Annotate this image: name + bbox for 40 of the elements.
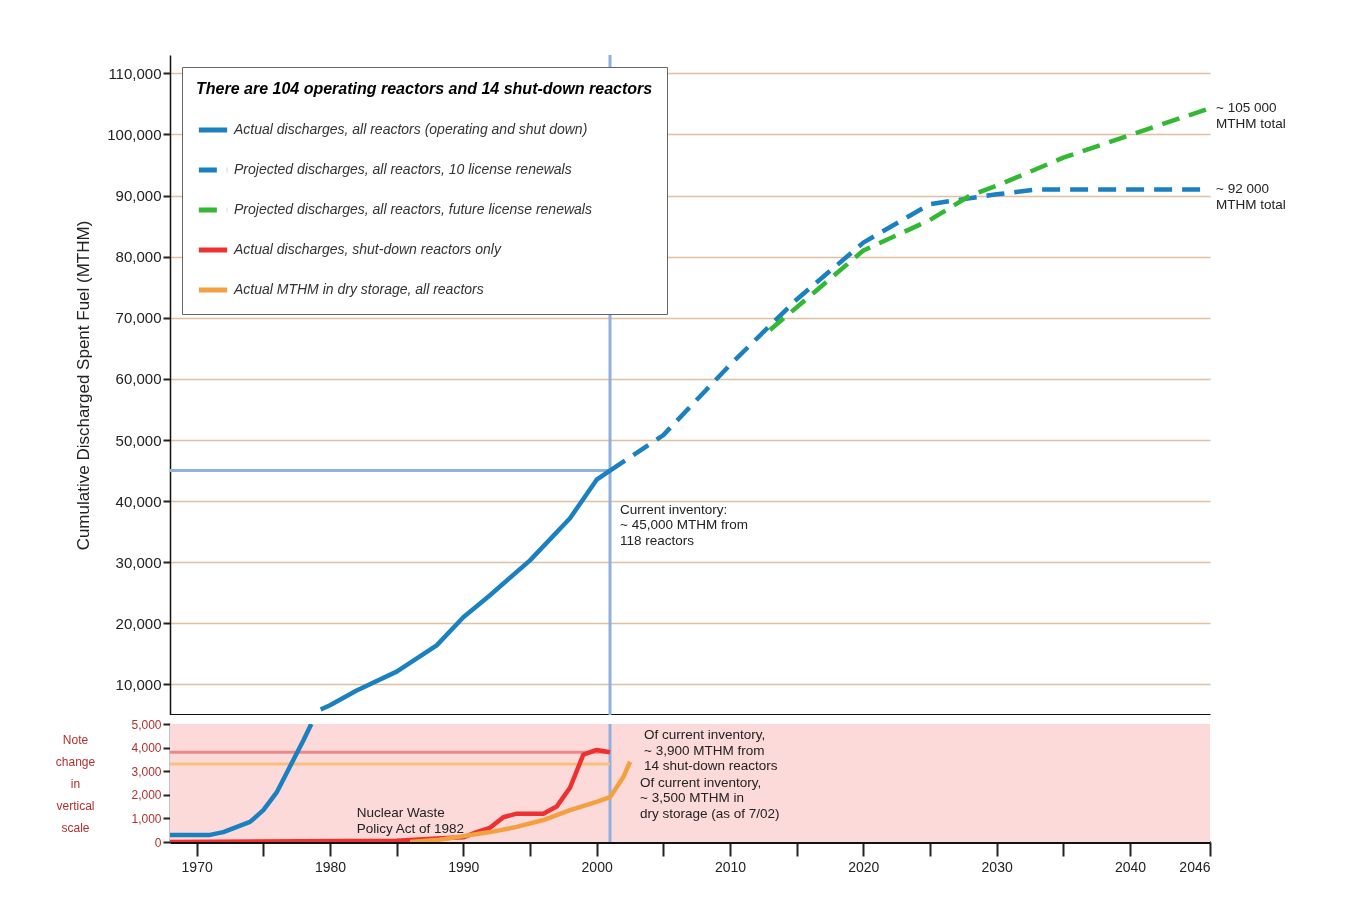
y-tick-label: 3,000: [131, 764, 162, 779]
y-tick-label: 30,000: [115, 553, 162, 571]
x-tick-label: 2030: [981, 858, 1013, 875]
x-tick-label: 1980: [314, 858, 347, 875]
annotation: Nuclear Waste Policy Act of 1982: [356, 805, 464, 836]
x-tick-label: 1990: [448, 858, 480, 875]
annotation: ~ 92 000 MTHM total: [1216, 181, 1286, 212]
y-tick-label: 0: [154, 835, 162, 850]
annotation: Current inventory: ~ 45,000 MTHM from 118 reactors: [620, 501, 748, 548]
annotation: Of current inventory, ~ 3,500 MTHM in dry storage (as of 7/02): [640, 774, 780, 821]
y-tick-label: 60,000: [115, 370, 162, 388]
legend-label: Projected discharges, all reactors, future license renewals: [234, 201, 592, 217]
y-tick-label: 40,000: [115, 492, 162, 510]
legend-label: Actual discharges, all reactors (operating and shut down): [233, 121, 588, 137]
y-tick-label: 4,000: [131, 741, 162, 756]
text: Actual MTHM in dry storage, all reactors: [234, 281, 484, 297]
legend-label: Projected discharges, all reactors, 10 license renewals: [234, 161, 572, 177]
y-axis-title: Note change in vertical scale: [55, 732, 96, 835]
y-tick-label: 1,000: [131, 811, 162, 826]
y-tick-label: 10,000: [115, 675, 162, 693]
legend-title: There are 104 operating reactors and 14 shut-down reactors: [196, 80, 653, 97]
annotation: ~ 105 000 MTHM total: [1216, 100, 1286, 131]
y-tick-label: 5,000: [131, 717, 162, 732]
x-tick-label: 2020: [848, 858, 880, 875]
y-axis-title: Cumulative Discharged Spent Fuel (MTHM): [74, 220, 94, 551]
y-tick-label: 70,000: [115, 309, 162, 327]
text: Actual discharges, shut-down reactors only: [234, 241, 501, 257]
y-tick-label: 50,000: [115, 431, 162, 449]
x-tick-label: 1970: [181, 858, 213, 875]
y-tick-label: 100,000: [107, 125, 162, 143]
y-tick-label: 90,000: [115, 187, 162, 205]
y-tick-label: 110,000: [108, 64, 162, 82]
x-tick-label: 2040: [1114, 858, 1147, 875]
annotation: Of current inventory, ~ 3,900 MTHM from 14 shut-down reactors: [644, 727, 778, 774]
x-tick-label: 2046: [1179, 858, 1211, 875]
y-tick-label: 80,000: [115, 248, 162, 266]
y-tick-label: 2,000: [131, 788, 162, 803]
x-tick-label: 2010: [714, 858, 747, 875]
x-tick-label: 2000: [581, 858, 613, 875]
y-tick-label: 20,000: [115, 614, 162, 632]
